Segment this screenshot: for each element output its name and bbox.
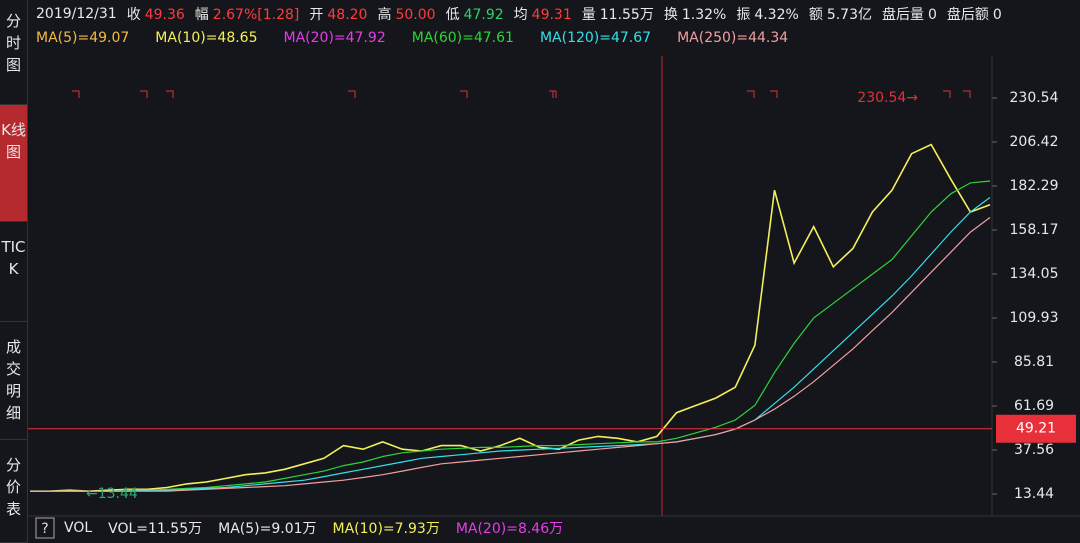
vol-legend-item: MA(10)=7.93万 <box>332 521 440 537</box>
y-tick-label: 206.42 <box>1010 134 1059 150</box>
quote-item: 量 11.55万 <box>582 4 654 24</box>
y-tick-label: 13.44 <box>1014 486 1054 502</box>
y-tick-label: 230.54 <box>1010 90 1059 106</box>
quote-item: 额 5.73亿 <box>809 4 872 24</box>
quote-item: 均 49.31 <box>514 4 572 24</box>
quote-label: 换 <box>663 7 678 23</box>
quote-item: 幅 2.67%[1.28] <box>195 4 300 24</box>
low-annotation: ←13.44 <box>86 486 138 502</box>
vol-legend-item: MA(20)=8.46万 <box>455 521 564 537</box>
quote-item: 高 50.00 <box>377 4 435 24</box>
vol-legend-item: VOL=11.55万 <box>108 521 203 537</box>
quote-label: 开 <box>309 7 324 23</box>
y-tick-label: 37.56 <box>1014 442 1054 458</box>
vol-legend-item: VOL <box>64 520 93 536</box>
ma-legend-item: MA(60)=47.61 <box>411 30 514 46</box>
date: 2019/12/31 <box>36 6 117 22</box>
quote-value: 50.00 <box>395 7 436 23</box>
ma-legend: MA(5)=49.07 MA(10)=48.65 MA(20)=47.92 MA(60… <box>36 30 788 46</box>
quote-value: 47.92 <box>463 7 504 23</box>
series-line <box>30 217 991 492</box>
series-line <box>30 143 991 493</box>
quote-value: 2.67%[1.28] <box>212 7 300 23</box>
quote-value: 0 <box>927 7 937 23</box>
quote-item: 盘后量 0 <box>882 4 937 24</box>
quote-value: 1.32% <box>681 7 727 23</box>
ma-legend-item: MA(10)=48.65 <box>155 30 258 46</box>
help-icon-glyph: ? <box>41 521 48 537</box>
quote-value: 0 <box>992 7 1002 23</box>
quote-value: 48.20 <box>327 7 368 23</box>
ma-legend-item: MA(5)=49.07 <box>36 30 130 46</box>
quote-label: 均 <box>513 7 528 23</box>
event-markers <box>72 90 971 98</box>
quote-item: 换 1.32% <box>664 4 726 24</box>
quote-label: 额 <box>808 7 823 23</box>
side-tab[interactable]: 成交明细 <box>0 322 27 440</box>
side-tab[interactable]: K线图 <box>0 105 27 222</box>
quote-bar: 2019/12/31 收 49.36 幅 2.67%[1.28] 开 48.20 高 50.0… <box>0 0 1080 28</box>
y-tick-label: 158.17 <box>1010 222 1059 238</box>
series-line <box>30 180 991 492</box>
high-annotation: 230.54→ <box>857 90 918 106</box>
quote-label: 高 <box>377 7 392 23</box>
quote-item: 开 48.20 <box>309 4 367 24</box>
y-tick-label: 134.05 <box>1010 266 1059 282</box>
y-tick-label: 182.29 <box>1010 178 1059 194</box>
quote-item: 低 47.92 <box>446 4 504 24</box>
quote-item: 盘后额 0 <box>947 4 1002 24</box>
ma-legend-item: MA(250)=44.34 <box>677 30 789 46</box>
price-label: 49.21 <box>1016 421 1056 437</box>
vol-legend: VOL VOL=11.55万 MA(5)=9.01万 MA(10)=7.93万 MA(2… <box>64 518 563 538</box>
quote-label: 盘后量 <box>881 7 924 23</box>
side-tab[interactable]: TICK <box>0 222 27 322</box>
quote-label: 低 <box>445 7 460 23</box>
quote-item: 振 4.32% <box>736 4 798 24</box>
ma-legend-item: MA(20)=47.92 <box>283 30 386 46</box>
y-tick-label: 85.81 <box>1014 354 1054 370</box>
quote-label: 量 <box>581 7 596 23</box>
quote-label: 盘后额 <box>946 7 989 23</box>
quote-value: 11.55万 <box>599 7 654 23</box>
quote-value: 5.73亿 <box>826 7 872 23</box>
quote-label: 收 <box>126 7 141 23</box>
y-tick-label: 109.93 <box>1010 310 1059 326</box>
quote-item: 收 49.36 <box>127 4 185 24</box>
y-tick-label: 61.69 <box>1014 398 1054 414</box>
quote-value: 4.32% <box>754 7 799 23</box>
quote-value: 49.36 <box>144 7 185 23</box>
side-tabs: 分时图 K线图 TICK 成交明细 分价表 <box>0 0 28 543</box>
help-icon[interactable] <box>35 517 55 539</box>
quote-value: 49.31 <box>531 7 572 23</box>
side-tab[interactable]: 分时图 <box>0 0 27 105</box>
series-line <box>30 197 991 492</box>
quote-label: 振 <box>736 7 751 23</box>
price-label-box <box>996 414 1076 443</box>
vol-legend-item: MA(5)=9.01万 <box>218 521 317 537</box>
ma-legend-item: MA(120)=47.67 <box>539 30 652 46</box>
quote-label: 幅 <box>194 7 209 23</box>
